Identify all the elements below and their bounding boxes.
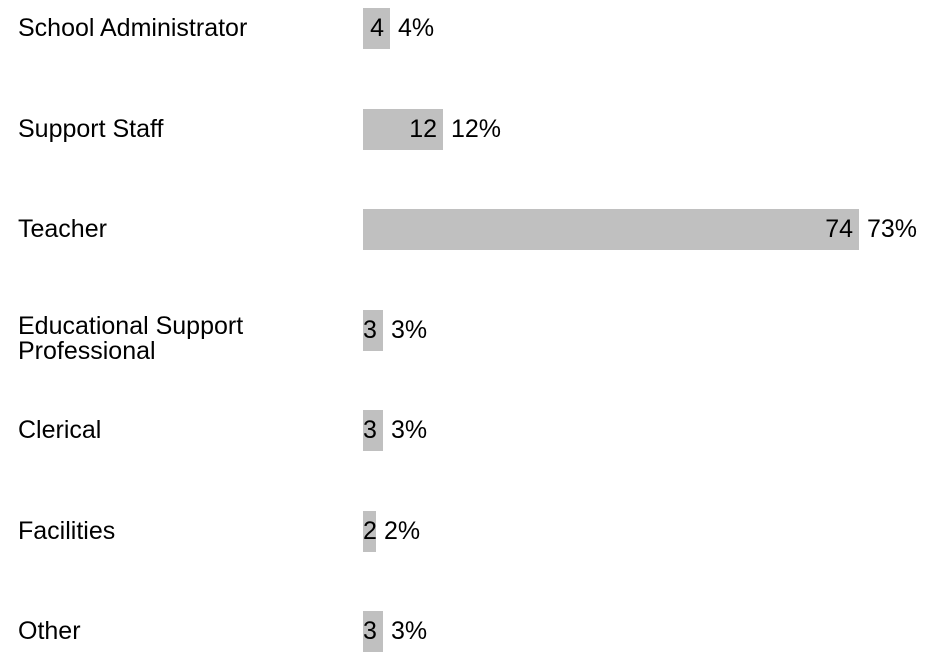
bar-value-label: 4: [370, 14, 384, 42]
category-label: Teacher: [18, 215, 107, 243]
bar-percent-label: 4%: [398, 14, 435, 42]
bar-percent-label: 3%: [391, 316, 428, 344]
bar-percent-label: 73%: [867, 215, 918, 243]
bar: 2: [363, 511, 376, 552]
bar: 3: [363, 410, 383, 451]
category-label: Other: [18, 617, 81, 645]
bar: 74: [363, 209, 859, 250]
category-label: Support Staff: [18, 115, 164, 143]
bar: 12: [363, 109, 443, 150]
bar-value-label: 2: [363, 517, 376, 545]
bar: 3: [363, 310, 383, 351]
bar-percent-label: 12%: [451, 115, 502, 143]
bar-value-label: 3: [363, 617, 377, 645]
bar-value-label: 12: [409, 115, 437, 143]
bar-percent-label: 3%: [391, 416, 428, 444]
bar-value-label: 3: [363, 416, 377, 444]
bar-value-label: 74: [825, 215, 853, 243]
bar-percent-label: 2%: [384, 517, 421, 545]
bar-percent-label: 3%: [391, 617, 428, 645]
bar: 3: [363, 611, 383, 652]
bar-value-label: 3: [363, 316, 377, 344]
category-label: Facilities: [18, 517, 116, 545]
category-label: School Administrator: [18, 14, 248, 42]
category-label: Educational Support Professional: [18, 312, 244, 365]
bar: 4: [363, 8, 390, 49]
category-label: Clerical: [18, 416, 102, 444]
